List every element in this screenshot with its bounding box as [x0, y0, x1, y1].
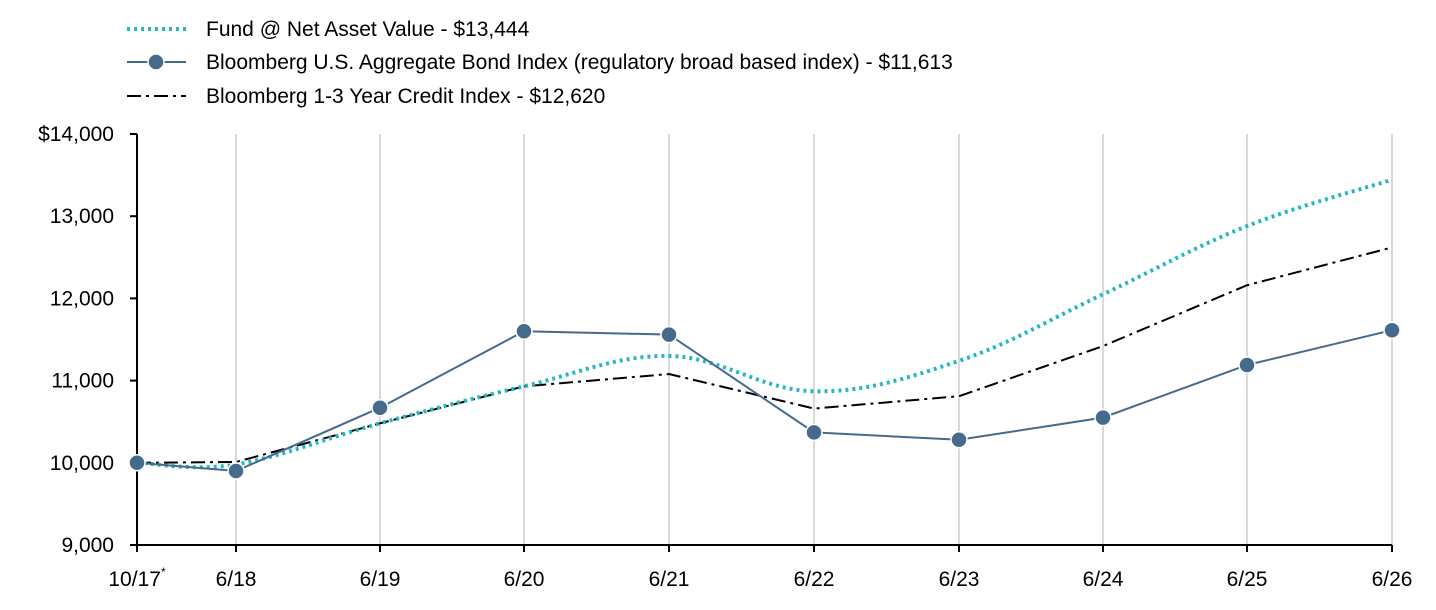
x-axis-tick-labels: 10/17* 6/18 6/19 6/20 6/21 6/22 6/23 6/24 6/25 6/… — [108, 565, 1412, 591]
legend-label: Bloomberg 1-3 Year Credit Index - $12,62… — [206, 85, 605, 108]
series-line-fund — [136, 177, 1393, 470]
x-tick-label: 6/21 — [649, 568, 690, 591]
y-tick-label: 13,000 — [50, 205, 114, 228]
series-0 — [136, 177, 1393, 470]
x-tick-label: 6/22 — [794, 568, 835, 591]
data-point — [1383, 321, 1401, 339]
data-point — [515, 322, 533, 341]
data-point — [805, 423, 823, 442]
data-point — [1238, 356, 1256, 374]
data-point — [950, 431, 968, 449]
y-tick-label: 12,000 — [50, 287, 114, 310]
x-tick-label: 6/24 — [1083, 568, 1124, 591]
x-tick-label: 6/25 — [1227, 568, 1268, 591]
axes — [130, 133, 1393, 552]
data-point — [371, 398, 389, 417]
x-tick-label: 6/26 — [1372, 568, 1413, 591]
data-point — [1094, 408, 1112, 427]
x-tick-label: 6/18 — [216, 568, 257, 591]
y-tick-label: $14,000 — [38, 123, 114, 146]
data-point — [227, 462, 245, 480]
x-tick-label: 6/23 — [939, 568, 980, 591]
x-tick-label: 6/19 — [360, 568, 401, 591]
legend-label: Bloomberg U.S. Aggregate Bond Index (reg… — [206, 51, 953, 74]
data-point — [128, 454, 146, 472]
legend: Fund @ Net Asset Value - $13,444 Bloomber… — [127, 18, 953, 108]
x-tick-label: 10/17* — [108, 565, 166, 591]
data-point — [660, 325, 678, 344]
y-tick-label: 11,000 — [51, 370, 114, 393]
series-line-aggregate-index — [136, 329, 1393, 473]
legend-label: Fund @ Net Asset Value - $13,444 — [206, 18, 530, 41]
series-layer — [128, 177, 1401, 480]
series-1 — [128, 321, 1401, 480]
series-line-credit-index — [136, 246, 1393, 464]
x-tick-label: 6/20 — [504, 568, 545, 591]
legend-swatch-aggregate-marker — [147, 53, 165, 71]
gridlines — [235, 134, 1393, 545]
y-tick-label: 10,000 — [50, 452, 114, 475]
y-tick-label: 9,000 — [61, 534, 114, 557]
series-2 — [136, 246, 1393, 464]
y-axis-tick-labels: $14,000 13,000 12,000 11,000 10,000 9,000 — [38, 123, 114, 557]
